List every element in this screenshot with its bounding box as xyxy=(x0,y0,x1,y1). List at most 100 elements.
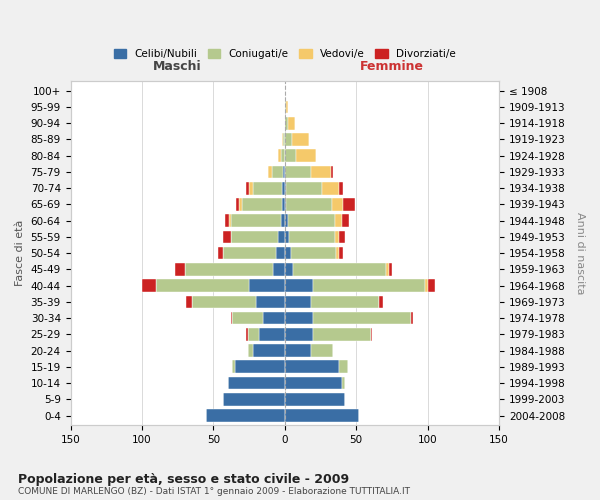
Bar xyxy=(285,182,286,194)
Y-axis label: Anni di nascita: Anni di nascita xyxy=(575,212,585,294)
Bar xyxy=(285,393,345,406)
Bar xyxy=(248,328,259,340)
Bar xyxy=(230,230,278,243)
Bar xyxy=(285,409,359,422)
Bar xyxy=(156,280,249,292)
Bar xyxy=(339,247,343,260)
Bar xyxy=(235,360,285,373)
Bar xyxy=(286,100,287,114)
Bar xyxy=(285,133,292,146)
Bar xyxy=(246,182,249,194)
Bar xyxy=(410,312,413,324)
Bar xyxy=(206,409,285,422)
Bar xyxy=(425,280,428,292)
Bar xyxy=(292,133,309,146)
Bar xyxy=(285,230,289,243)
Bar xyxy=(285,376,342,390)
Bar xyxy=(313,328,371,340)
Bar xyxy=(342,376,345,390)
Bar xyxy=(343,198,355,210)
Bar xyxy=(296,150,316,162)
Bar xyxy=(313,312,410,324)
Bar xyxy=(331,166,334,178)
Bar xyxy=(285,117,287,130)
Bar xyxy=(287,214,335,227)
Bar xyxy=(272,166,283,178)
Bar xyxy=(223,247,276,260)
Bar xyxy=(282,133,283,146)
Bar xyxy=(232,360,235,373)
Bar xyxy=(283,166,285,178)
Bar xyxy=(223,393,285,406)
Bar xyxy=(285,214,287,227)
Bar xyxy=(389,263,392,276)
Bar xyxy=(339,182,343,194)
Bar xyxy=(285,247,290,260)
Bar xyxy=(285,280,313,292)
Bar xyxy=(253,182,282,194)
Bar xyxy=(285,150,296,162)
Bar xyxy=(428,280,435,292)
Bar xyxy=(379,296,383,308)
Bar xyxy=(332,198,343,210)
Bar xyxy=(335,214,342,227)
Bar xyxy=(249,280,285,292)
Bar xyxy=(336,247,339,260)
Bar xyxy=(339,230,345,243)
Bar xyxy=(239,198,242,210)
Bar xyxy=(286,198,332,210)
Text: Maschi: Maschi xyxy=(154,60,202,73)
Bar xyxy=(230,312,232,324)
Bar xyxy=(322,182,339,194)
Bar xyxy=(249,182,253,194)
Bar xyxy=(285,166,311,178)
Bar xyxy=(289,230,335,243)
Bar xyxy=(256,296,285,308)
Bar xyxy=(192,296,256,308)
Bar xyxy=(236,198,239,210)
Bar xyxy=(285,344,311,357)
Bar xyxy=(274,263,285,276)
Bar xyxy=(342,214,349,227)
Bar xyxy=(248,344,253,357)
Bar xyxy=(293,263,386,276)
Bar xyxy=(223,230,230,243)
Bar xyxy=(246,328,248,340)
Bar xyxy=(311,344,334,357)
Bar xyxy=(285,360,339,373)
Bar xyxy=(259,328,285,340)
Text: Femmine: Femmine xyxy=(360,60,424,73)
Bar xyxy=(185,263,274,276)
Bar xyxy=(285,312,313,324)
Bar xyxy=(227,376,285,390)
Text: Popolazione per età, sesso e stato civile - 2009: Popolazione per età, sesso e stato civil… xyxy=(18,472,349,486)
Bar xyxy=(242,198,282,210)
Bar xyxy=(285,100,286,114)
Bar xyxy=(290,247,336,260)
Bar xyxy=(339,360,347,373)
Bar xyxy=(313,280,425,292)
Bar xyxy=(276,247,285,260)
Bar xyxy=(311,296,379,308)
Bar xyxy=(287,117,295,130)
Bar xyxy=(142,280,156,292)
Text: COMUNE DI MARLENGO (BZ) - Dati ISTAT 1° gennaio 2009 - Elaborazione TUTTITALIA.I: COMUNE DI MARLENGO (BZ) - Dati ISTAT 1° … xyxy=(18,488,410,496)
Bar xyxy=(253,344,285,357)
Bar xyxy=(175,263,185,276)
Legend: Celibi/Nubili, Coniugati/e, Vedovi/e, Divorziati/e: Celibi/Nubili, Coniugati/e, Vedovi/e, Di… xyxy=(110,45,460,64)
Bar xyxy=(278,150,281,162)
Y-axis label: Fasce di età: Fasce di età xyxy=(15,220,25,286)
Bar xyxy=(371,328,372,340)
Bar xyxy=(311,166,331,178)
Bar xyxy=(229,214,230,227)
Bar xyxy=(285,328,313,340)
Bar xyxy=(281,150,285,162)
Bar xyxy=(186,296,192,308)
Bar xyxy=(282,182,285,194)
Bar xyxy=(281,214,285,227)
Bar xyxy=(230,214,281,227)
Bar xyxy=(285,198,286,210)
Bar xyxy=(283,133,285,146)
Bar xyxy=(278,230,285,243)
Bar xyxy=(218,247,223,260)
